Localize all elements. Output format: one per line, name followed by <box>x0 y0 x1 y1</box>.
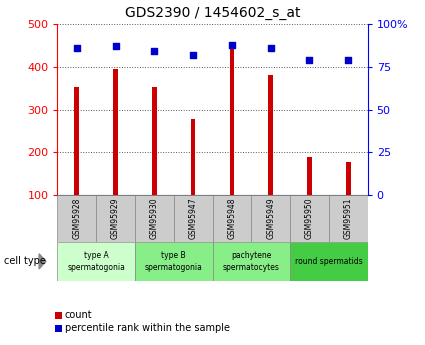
Point <box>74 45 80 51</box>
Text: cell type: cell type <box>4 256 46 266</box>
Text: round spermatids: round spermatids <box>295 257 363 266</box>
Bar <box>55 312 62 318</box>
Text: GSM95948: GSM95948 <box>227 197 236 239</box>
Text: type A
spermatogonia: type A spermatogonia <box>67 251 125 272</box>
Text: GSM95947: GSM95947 <box>189 197 198 239</box>
Text: GSM95928: GSM95928 <box>72 198 81 239</box>
Point <box>112 43 119 49</box>
Bar <box>57 195 96 242</box>
Bar <box>307 157 312 238</box>
Bar <box>74 87 79 238</box>
Bar <box>55 325 62 332</box>
Bar <box>268 76 273 238</box>
Text: GSM95951: GSM95951 <box>344 197 353 239</box>
Text: pachytene
spermatocytes: pachytene spermatocytes <box>223 251 280 272</box>
Bar <box>346 161 351 238</box>
Text: GSM95949: GSM95949 <box>266 197 275 239</box>
Text: GSM95929: GSM95929 <box>111 197 120 239</box>
Point <box>306 57 313 63</box>
Point <box>229 42 235 47</box>
Bar <box>290 195 329 242</box>
Polygon shape <box>39 254 46 269</box>
Text: count: count <box>65 310 93 320</box>
Point <box>345 57 351 63</box>
Point <box>190 52 196 58</box>
Bar <box>191 119 196 238</box>
Bar <box>290 241 368 281</box>
Bar <box>113 69 118 238</box>
Point <box>151 49 158 54</box>
Text: type B
spermatogonia: type B spermatogonia <box>145 251 203 272</box>
Bar <box>135 241 212 281</box>
Point <box>267 45 274 51</box>
Bar <box>230 47 234 238</box>
Bar <box>152 87 157 238</box>
Text: percentile rank within the sample: percentile rank within the sample <box>65 323 230 333</box>
Text: GSM95950: GSM95950 <box>305 197 314 239</box>
Title: GDS2390 / 1454602_s_at: GDS2390 / 1454602_s_at <box>125 6 300 20</box>
Bar <box>212 195 251 242</box>
Bar <box>212 241 290 281</box>
Bar <box>174 195 212 242</box>
Bar <box>57 241 135 281</box>
Bar <box>135 195 174 242</box>
Bar <box>96 195 135 242</box>
Text: GSM95930: GSM95930 <box>150 197 159 239</box>
Bar <box>251 195 290 242</box>
Bar <box>329 195 368 242</box>
